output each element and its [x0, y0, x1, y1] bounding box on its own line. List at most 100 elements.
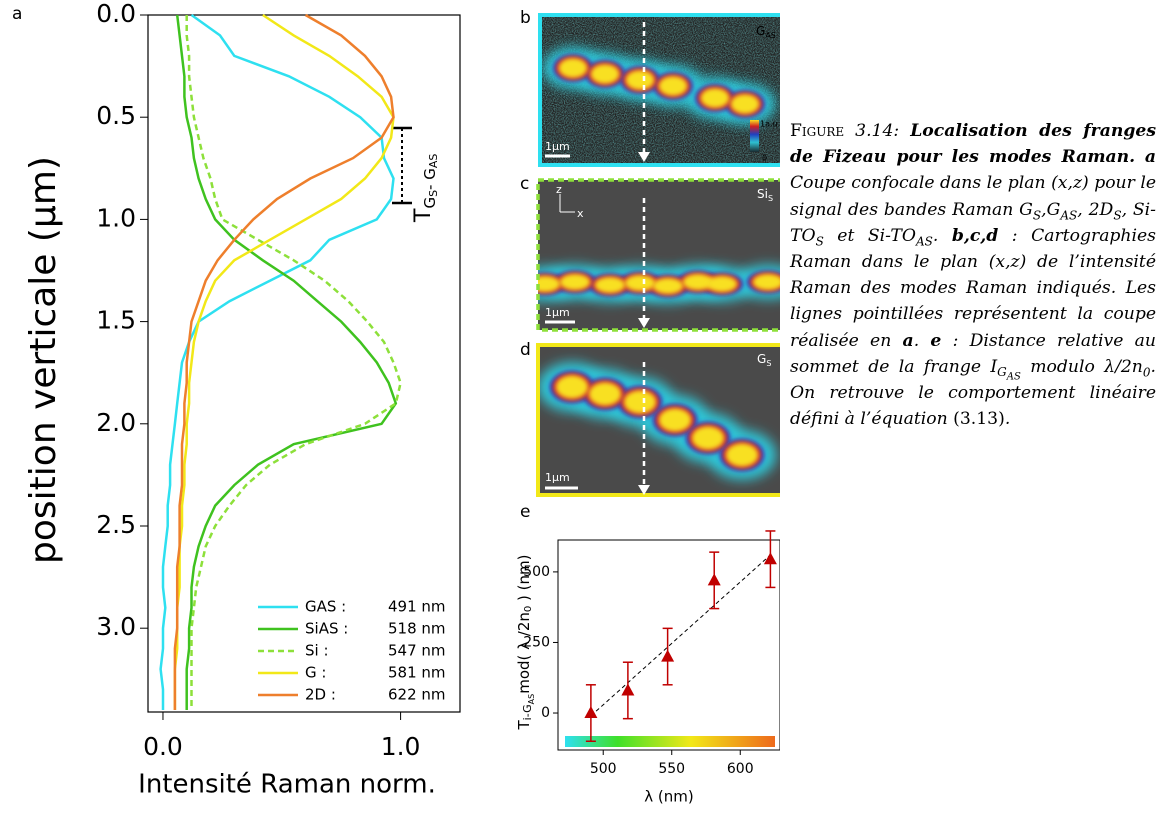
map-blob	[623, 390, 657, 414]
y-tick-label: 2.5	[96, 510, 136, 539]
bracket	[392, 126, 412, 205]
y-tick-label: 1.5	[96, 306, 136, 335]
map-blob	[682, 273, 714, 291]
map-blob	[658, 76, 688, 96]
scale-bar-label: 1μm	[545, 471, 570, 484]
map-label-part: G	[756, 24, 765, 38]
y-axis-label-part: 0	[523, 606, 534, 612]
caption-panel: e	[930, 330, 942, 351]
map-blob	[691, 426, 725, 450]
caption-sub: AS	[1060, 208, 1078, 223]
map-blob	[590, 64, 620, 84]
map-label-part: S	[766, 359, 771, 368]
x-tick-label: 600	[727, 761, 754, 777]
scale-bar-label: 1μm	[545, 306, 570, 319]
y-tick-label: 1.0	[96, 203, 136, 232]
caption-sub: S	[1113, 208, 1122, 223]
map-label: GS	[757, 352, 771, 368]
caption-text: . On retrouve le comportement linéaire d…	[790, 356, 1156, 430]
map-background	[538, 180, 780, 330]
colorbar-label: 0	[762, 154, 767, 163]
data-line	[185, 15, 402, 710]
map-image	[538, 345, 780, 495]
legend-value: 622 nm	[388, 686, 446, 704]
caption-text: .	[932, 225, 939, 246]
map-frame	[538, 13, 780, 167]
legend-label: SiAS :	[305, 620, 348, 638]
caption-text: , Si-TO	[790, 199, 1156, 246]
map-blob	[538, 275, 561, 293]
annotation-part: S	[427, 190, 440, 197]
caption-text: : Distance relative au sommet de la fran…	[790, 330, 1156, 377]
caption-panel: a	[1144, 147, 1156, 168]
map-blob	[730, 94, 760, 114]
data-point	[763, 552, 777, 565]
legend-label: Si :	[305, 642, 329, 660]
legend-label: G :	[305, 664, 326, 682]
map-label-part: G	[757, 352, 766, 366]
caption-sub: 0	[1142, 365, 1151, 380]
map-blob	[558, 58, 588, 78]
fit-line	[590, 554, 771, 717]
y-axis-label-part: mod( λ /2n	[515, 612, 533, 694]
figure: a b c d e position verticale (μm) Intens…	[12, 0, 780, 806]
legend-label: 2D :	[305, 686, 336, 704]
panel-label: e	[520, 502, 530, 522]
data-point	[661, 649, 675, 662]
map-blob	[624, 274, 656, 292]
plot-frame	[557, 539, 780, 751]
map-label-part: S	[768, 194, 773, 203]
map-blob	[700, 88, 730, 108]
cut-arrow	[638, 152, 650, 162]
caption-sub: AS	[915, 234, 933, 249]
y-tick-label: 250	[523, 634, 550, 650]
caption-text: .	[913, 330, 920, 351]
map-label: SiS	[757, 187, 773, 203]
x-tick-label: 1.0	[381, 732, 421, 761]
panel-label: a	[12, 4, 22, 24]
map-blob	[658, 408, 692, 432]
map-blob	[706, 275, 738, 293]
map-blob	[652, 277, 684, 295]
x-tick-label: 0.0	[143, 732, 183, 761]
plot-frame	[147, 14, 461, 713]
caption-sub: S	[815, 234, 824, 249]
map-blob	[594, 276, 626, 294]
axis-name: x	[577, 207, 584, 220]
caption-text: , 2D	[1077, 199, 1114, 220]
data-point	[707, 573, 721, 586]
data-line	[159, 13, 395, 710]
legend-value: 491 nm	[388, 598, 446, 616]
caption-panel: a	[902, 330, 914, 351]
y-axis-label: Ti-GASmod( λ /2n0 ) (nm)	[515, 555, 536, 731]
y-axis-label-part: AS	[527, 694, 536, 705]
map-blob	[725, 443, 759, 467]
annotation-part: - G	[421, 168, 439, 190]
caption-text: Coupe confocale dans le plan (x,z) pour …	[790, 173, 1156, 220]
y-axis-label-part: i-G	[521, 704, 534, 720]
caption-sub: S	[1032, 208, 1042, 223]
panel-label: c	[520, 174, 529, 194]
map-blob	[555, 375, 589, 399]
annotation-part: AS	[427, 154, 440, 169]
caption-text: .	[1004, 409, 1011, 430]
map-blob	[559, 273, 591, 291]
caption: Figure 3.14: Localisation des franges de…	[790, 118, 1156, 432]
data-point	[584, 706, 598, 719]
panel-label: b	[520, 8, 531, 28]
caption-text: ,G	[1041, 199, 1061, 220]
y-tick-label: 2.0	[96, 408, 136, 437]
annotation: TGS- GAS	[411, 154, 440, 223]
map-frame	[536, 343, 780, 497]
cut-arrow	[638, 318, 650, 328]
spectrum-bar	[565, 736, 775, 747]
map-blob	[588, 382, 622, 406]
y-tick-label: 500	[523, 564, 550, 580]
colorbar	[750, 120, 759, 152]
data-point	[621, 683, 635, 696]
y-axis-label-part: T	[515, 719, 533, 730]
map-blob	[625, 70, 655, 90]
y-tick-label: 3.0	[96, 612, 136, 641]
caption-number: 3.14:	[855, 121, 900, 141]
map-label-part: AS	[765, 31, 776, 40]
